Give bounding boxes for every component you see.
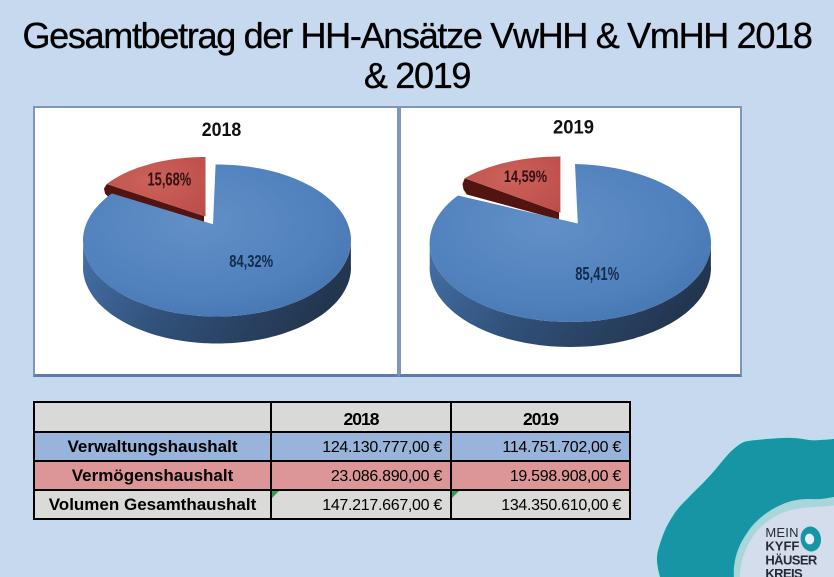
- svg-text:14,59%: 14,59%: [504, 168, 547, 186]
- svg-text:HÄUSER: HÄUSER: [765, 553, 818, 568]
- svg-text:85,41%: 85,41%: [575, 264, 619, 284]
- svg-text:2019: 2019: [553, 118, 594, 139]
- svg-text:KYFF: KYFF: [765, 539, 799, 554]
- svg-text:KREIS: KREIS: [765, 566, 803, 577]
- svg-text:2018: 2018: [202, 120, 242, 141]
- svg-text:15,68%: 15,68%: [148, 170, 192, 190]
- svg-text:MEIN: MEIN: [765, 525, 798, 540]
- svg-text:84,32%: 84,32%: [229, 251, 273, 271]
